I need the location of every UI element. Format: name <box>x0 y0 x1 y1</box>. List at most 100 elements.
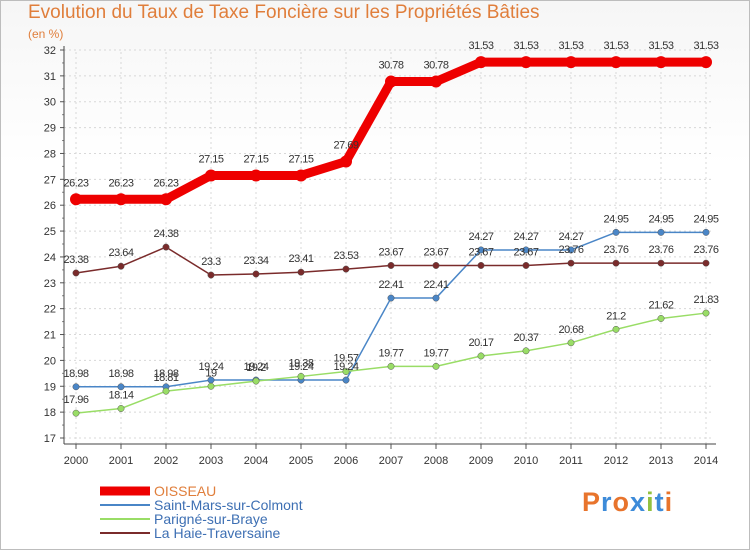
data-label: 23.53 <box>333 250 358 262</box>
data-label: 23.76 <box>648 244 673 256</box>
data-label: 23.38 <box>63 254 88 266</box>
data-label: 24.27 <box>468 231 493 243</box>
data-label: 23.67 <box>468 246 493 258</box>
data-label: 27.15 <box>198 153 223 165</box>
legend-label: OISSEAU <box>154 483 216 499</box>
data-label: 31.53 <box>558 40 583 52</box>
data-point <box>117 405 125 412</box>
logo-letter: o <box>612 487 631 517</box>
data-label: 22.41 <box>378 279 403 291</box>
data-label: 23.64 <box>108 247 133 259</box>
data-point <box>342 368 350 375</box>
data-label: 26.23 <box>153 177 178 189</box>
x-tick-label: 2007 <box>379 455 403 467</box>
data-label: 20.68 <box>558 324 583 336</box>
data-point <box>522 262 530 269</box>
data-label: 24.95 <box>693 213 718 225</box>
data-point <box>432 294 440 302</box>
data-label: 18.81 <box>153 372 178 384</box>
data-label: 31.53 <box>603 40 628 52</box>
data-label: 23.76 <box>693 244 718 256</box>
data-point <box>115 193 127 206</box>
x-tick-label: 2010 <box>514 455 538 467</box>
data-point <box>567 259 575 267</box>
data-label: 19.38 <box>288 357 313 369</box>
x-tick-label: 2012 <box>604 455 628 467</box>
x-tick-label: 2002 <box>154 455 178 467</box>
data-point <box>72 383 80 391</box>
x-tick-label: 2001 <box>109 455 133 467</box>
y-tick-label: 26 <box>44 200 56 212</box>
data-point <box>477 352 485 360</box>
data-point <box>295 169 307 182</box>
data-label: 19.77 <box>378 347 403 359</box>
data-label: 31.53 <box>468 40 493 52</box>
data-label: 27.69 <box>333 139 358 151</box>
data-point <box>702 309 710 317</box>
data-point <box>655 56 667 69</box>
legend-label: La Haie-Traversaine <box>154 525 281 541</box>
data-point <box>702 259 710 267</box>
data-point <box>610 56 622 69</box>
y-tick-label: 23 <box>44 278 56 290</box>
x-tick-label: 2009 <box>469 455 493 467</box>
data-label: 18.98 <box>108 368 133 380</box>
data-point <box>657 259 665 267</box>
data-point <box>432 362 440 370</box>
data-point <box>117 262 125 270</box>
data-label: 19.57 <box>333 353 358 365</box>
data-label: 20.37 <box>513 332 538 344</box>
logo-letter: t <box>654 487 665 517</box>
data-label: 23.76 <box>558 244 583 256</box>
y-tick-label: 21 <box>44 330 56 342</box>
y-tick-label: 28 <box>44 148 56 160</box>
data-point <box>162 243 170 251</box>
x-tick-label: 2008 <box>424 455 448 467</box>
y-tick-label: 27 <box>44 174 56 186</box>
data-point <box>430 75 442 88</box>
data-label: 27.15 <box>288 153 313 165</box>
data-label: 24.27 <box>558 231 583 243</box>
data-point <box>252 270 260 278</box>
data-label: 18.14 <box>108 390 133 402</box>
data-label: 19.2 <box>246 362 266 374</box>
data-point <box>342 265 350 273</box>
data-label: 23.41 <box>288 253 313 265</box>
data-point <box>207 271 215 279</box>
data-point <box>612 228 620 236</box>
x-tick-label: 2003 <box>199 455 223 467</box>
x-tick-label: 2000 <box>64 455 88 467</box>
data-label: 31.53 <box>648 40 673 52</box>
logo-letter: i <box>664 487 674 517</box>
data-label: 23.67 <box>513 246 538 258</box>
y-tick-label: 25 <box>44 226 56 238</box>
data-point <box>702 228 710 236</box>
data-point <box>567 339 575 347</box>
y-tick-label: 29 <box>44 123 56 135</box>
data-point <box>520 56 532 69</box>
data-point <box>252 377 260 385</box>
data-point <box>387 362 395 370</box>
data-label: 19.24 <box>333 361 358 373</box>
y-tick-label: 17 <box>44 433 56 445</box>
data-label: 19.77 <box>423 347 448 359</box>
data-point <box>387 262 395 269</box>
y-tick-label: 18 <box>44 407 56 419</box>
data-label: 27.15 <box>243 153 268 165</box>
data-point <box>72 409 80 417</box>
data-point <box>250 169 262 182</box>
y-tick-label: 24 <box>44 252 56 264</box>
y-tick-label: 19 <box>44 381 56 393</box>
data-point <box>72 269 80 277</box>
data-point <box>70 193 82 206</box>
data-label: 30.78 <box>378 60 403 72</box>
y-tick-label: 22 <box>44 304 56 316</box>
data-point <box>387 294 395 302</box>
data-point <box>385 75 397 88</box>
logo-letter: x <box>630 487 647 517</box>
y-tick-label: 20 <box>44 355 56 367</box>
legend-label: Parigné-sur-Braye <box>154 511 268 527</box>
data-point <box>522 347 530 355</box>
logo-letter: P <box>582 487 602 517</box>
x-tick-label: 2005 <box>289 455 313 467</box>
